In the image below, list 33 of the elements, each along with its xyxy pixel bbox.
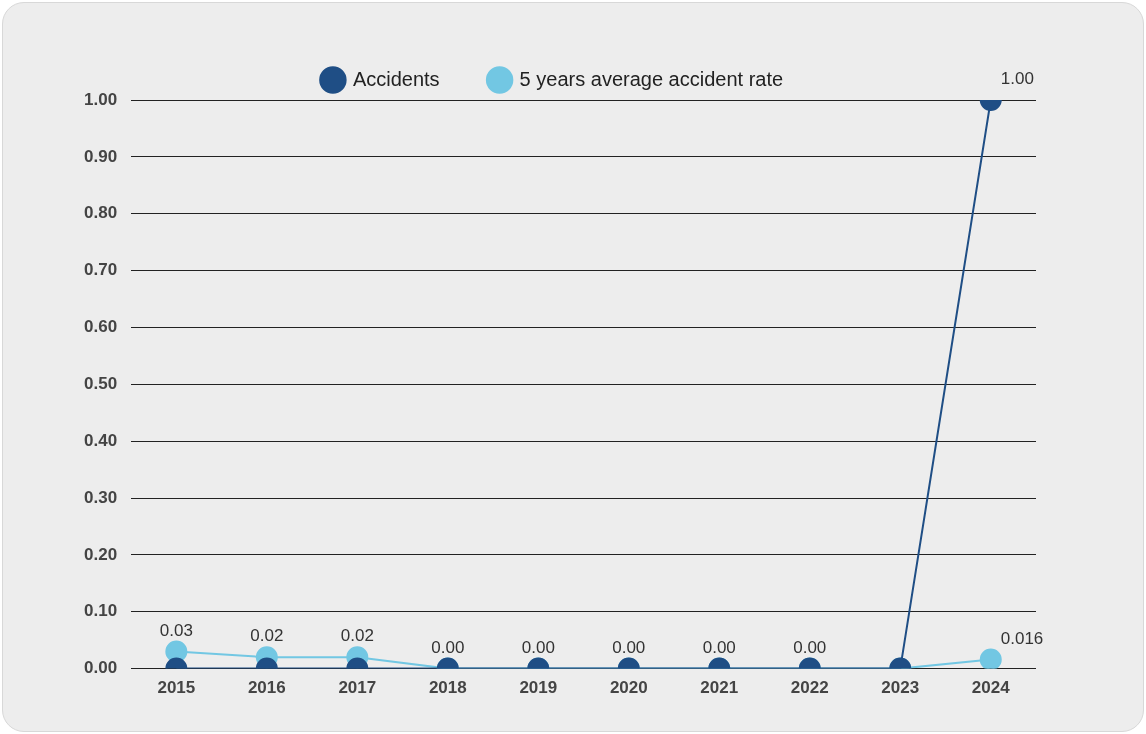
x-tick-label: 2015 bbox=[157, 678, 196, 698]
legend-label: Accidents bbox=[352, 67, 440, 90]
x-tick-label: 2021 bbox=[700, 678, 739, 698]
x-tick-label: 2018 bbox=[428, 678, 467, 698]
data-label: 0.00 bbox=[612, 637, 646, 657]
y-tick-label: 1.00 bbox=[83, 89, 118, 109]
y-tick-label: 0.00 bbox=[83, 658, 118, 678]
y-tick-label: 0.70 bbox=[83, 260, 118, 280]
x-tick-label: 2024 bbox=[971, 678, 1011, 698]
y-tick-label: 0.90 bbox=[83, 146, 118, 166]
data-label: 0.016 bbox=[1000, 628, 1044, 648]
data-label: 0.00 bbox=[702, 637, 736, 657]
x-tick-label: 2017 bbox=[338, 678, 377, 698]
data-label: 0.00 bbox=[521, 637, 555, 657]
y-tick-label: 0.10 bbox=[83, 601, 118, 621]
y-tick-label: 0.80 bbox=[83, 203, 118, 223]
data-label: 0.00 bbox=[431, 637, 465, 657]
x-tick-label: 2020 bbox=[609, 678, 648, 698]
y-tick-label: 0.60 bbox=[83, 317, 118, 337]
x-tick-label: 2023 bbox=[881, 678, 920, 698]
data-label: 1.00 bbox=[1000, 69, 1034, 89]
data-label: 0.02 bbox=[340, 626, 374, 646]
data-label: 0.03 bbox=[159, 620, 193, 640]
y-tick-label: 0.50 bbox=[83, 373, 118, 393]
x-tick-label: 2016 bbox=[247, 678, 286, 698]
data-label: 0.02 bbox=[250, 626, 284, 646]
x-tick-label: 2022 bbox=[790, 678, 829, 698]
y-tick-label: 0.40 bbox=[83, 430, 118, 450]
legend-label: 5 years average accident rate bbox=[519, 67, 784, 90]
y-tick-label: 0.20 bbox=[83, 544, 118, 564]
data-label: 0.00 bbox=[793, 637, 827, 657]
x-tick-label: 2019 bbox=[519, 678, 558, 698]
y-tick-label: 0.30 bbox=[83, 487, 118, 507]
